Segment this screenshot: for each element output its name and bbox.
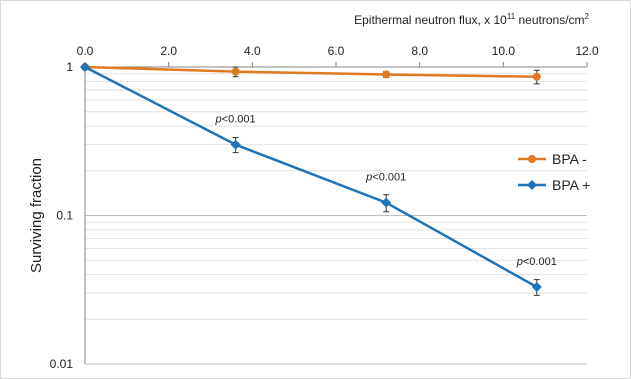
legend-item: BPA + — [518, 177, 590, 193]
x-axis-title-exponent: 11 — [507, 12, 516, 21]
legend: BPA - BPA + — [518, 151, 590, 193]
data-point — [532, 72, 541, 81]
x-tick-label: 12.0 — [575, 44, 599, 58]
p-value-symbol: p — [365, 172, 372, 184]
data-point — [231, 67, 240, 76]
p-value-symbol: p — [516, 256, 523, 268]
p-value-annotation: p<0.001 — [365, 172, 406, 184]
p-value-text: <0.001 — [372, 172, 406, 184]
grid — [85, 66, 587, 365]
data-point — [382, 70, 391, 79]
x-tick-label: 4.0 — [244, 44, 261, 58]
y-tick-label: 0.1 — [56, 209, 73, 223]
x-tick-label: 2.0 — [160, 44, 177, 58]
legend-marker — [528, 155, 536, 163]
y-tick-label: 0.01 — [50, 357, 74, 371]
y-tick-label: 1 — [66, 60, 73, 74]
axes — [84, 62, 588, 364]
x-tick-label: 8.0 — [411, 44, 428, 58]
legend-marker — [527, 180, 537, 190]
p-value-symbol: p — [215, 114, 222, 126]
x-tick-label: 0.0 — [77, 44, 94, 58]
p-value-annotation: p<0.001 — [215, 114, 256, 126]
data-point — [230, 139, 241, 150]
legend-label: BPA + — [552, 177, 590, 193]
series-line — [84, 65, 538, 289]
x-tick-labels: 0.0 2.0 4.0 6.0 8.0 10.0 12.0 — [77, 44, 599, 58]
x-axis-title-unit-exponent: 2 — [585, 12, 590, 21]
x-tick-label: 6.0 — [328, 44, 345, 58]
y-axis-title: Surviving fraction — [28, 158, 45, 273]
data-point — [80, 62, 90, 72]
p-value-text: <0.001 — [523, 256, 557, 268]
legend-item: BPA - — [518, 151, 587, 167]
x-tick-label: 10.0 — [492, 44, 516, 58]
legend-label: BPA - — [552, 151, 587, 167]
x-axis-title: Epithermal neutron flux, x 1011 neutrons… — [354, 12, 589, 27]
data-point — [531, 282, 542, 293]
series-layer — [80, 62, 542, 296]
p-value-annotation: p<0.001 — [516, 256, 557, 268]
series-2 — [80, 62, 542, 296]
p-value-text: <0.001 — [222, 114, 256, 126]
series-line — [84, 65, 537, 78]
data-point — [381, 197, 392, 208]
x-axis-title-main: Epithermal neutron flux, x 10 — [354, 13, 507, 27]
y-tick-labels: 1 0.1 0.01 — [50, 60, 74, 371]
x-axis-title-unit: neutrons/cm — [515, 13, 584, 27]
